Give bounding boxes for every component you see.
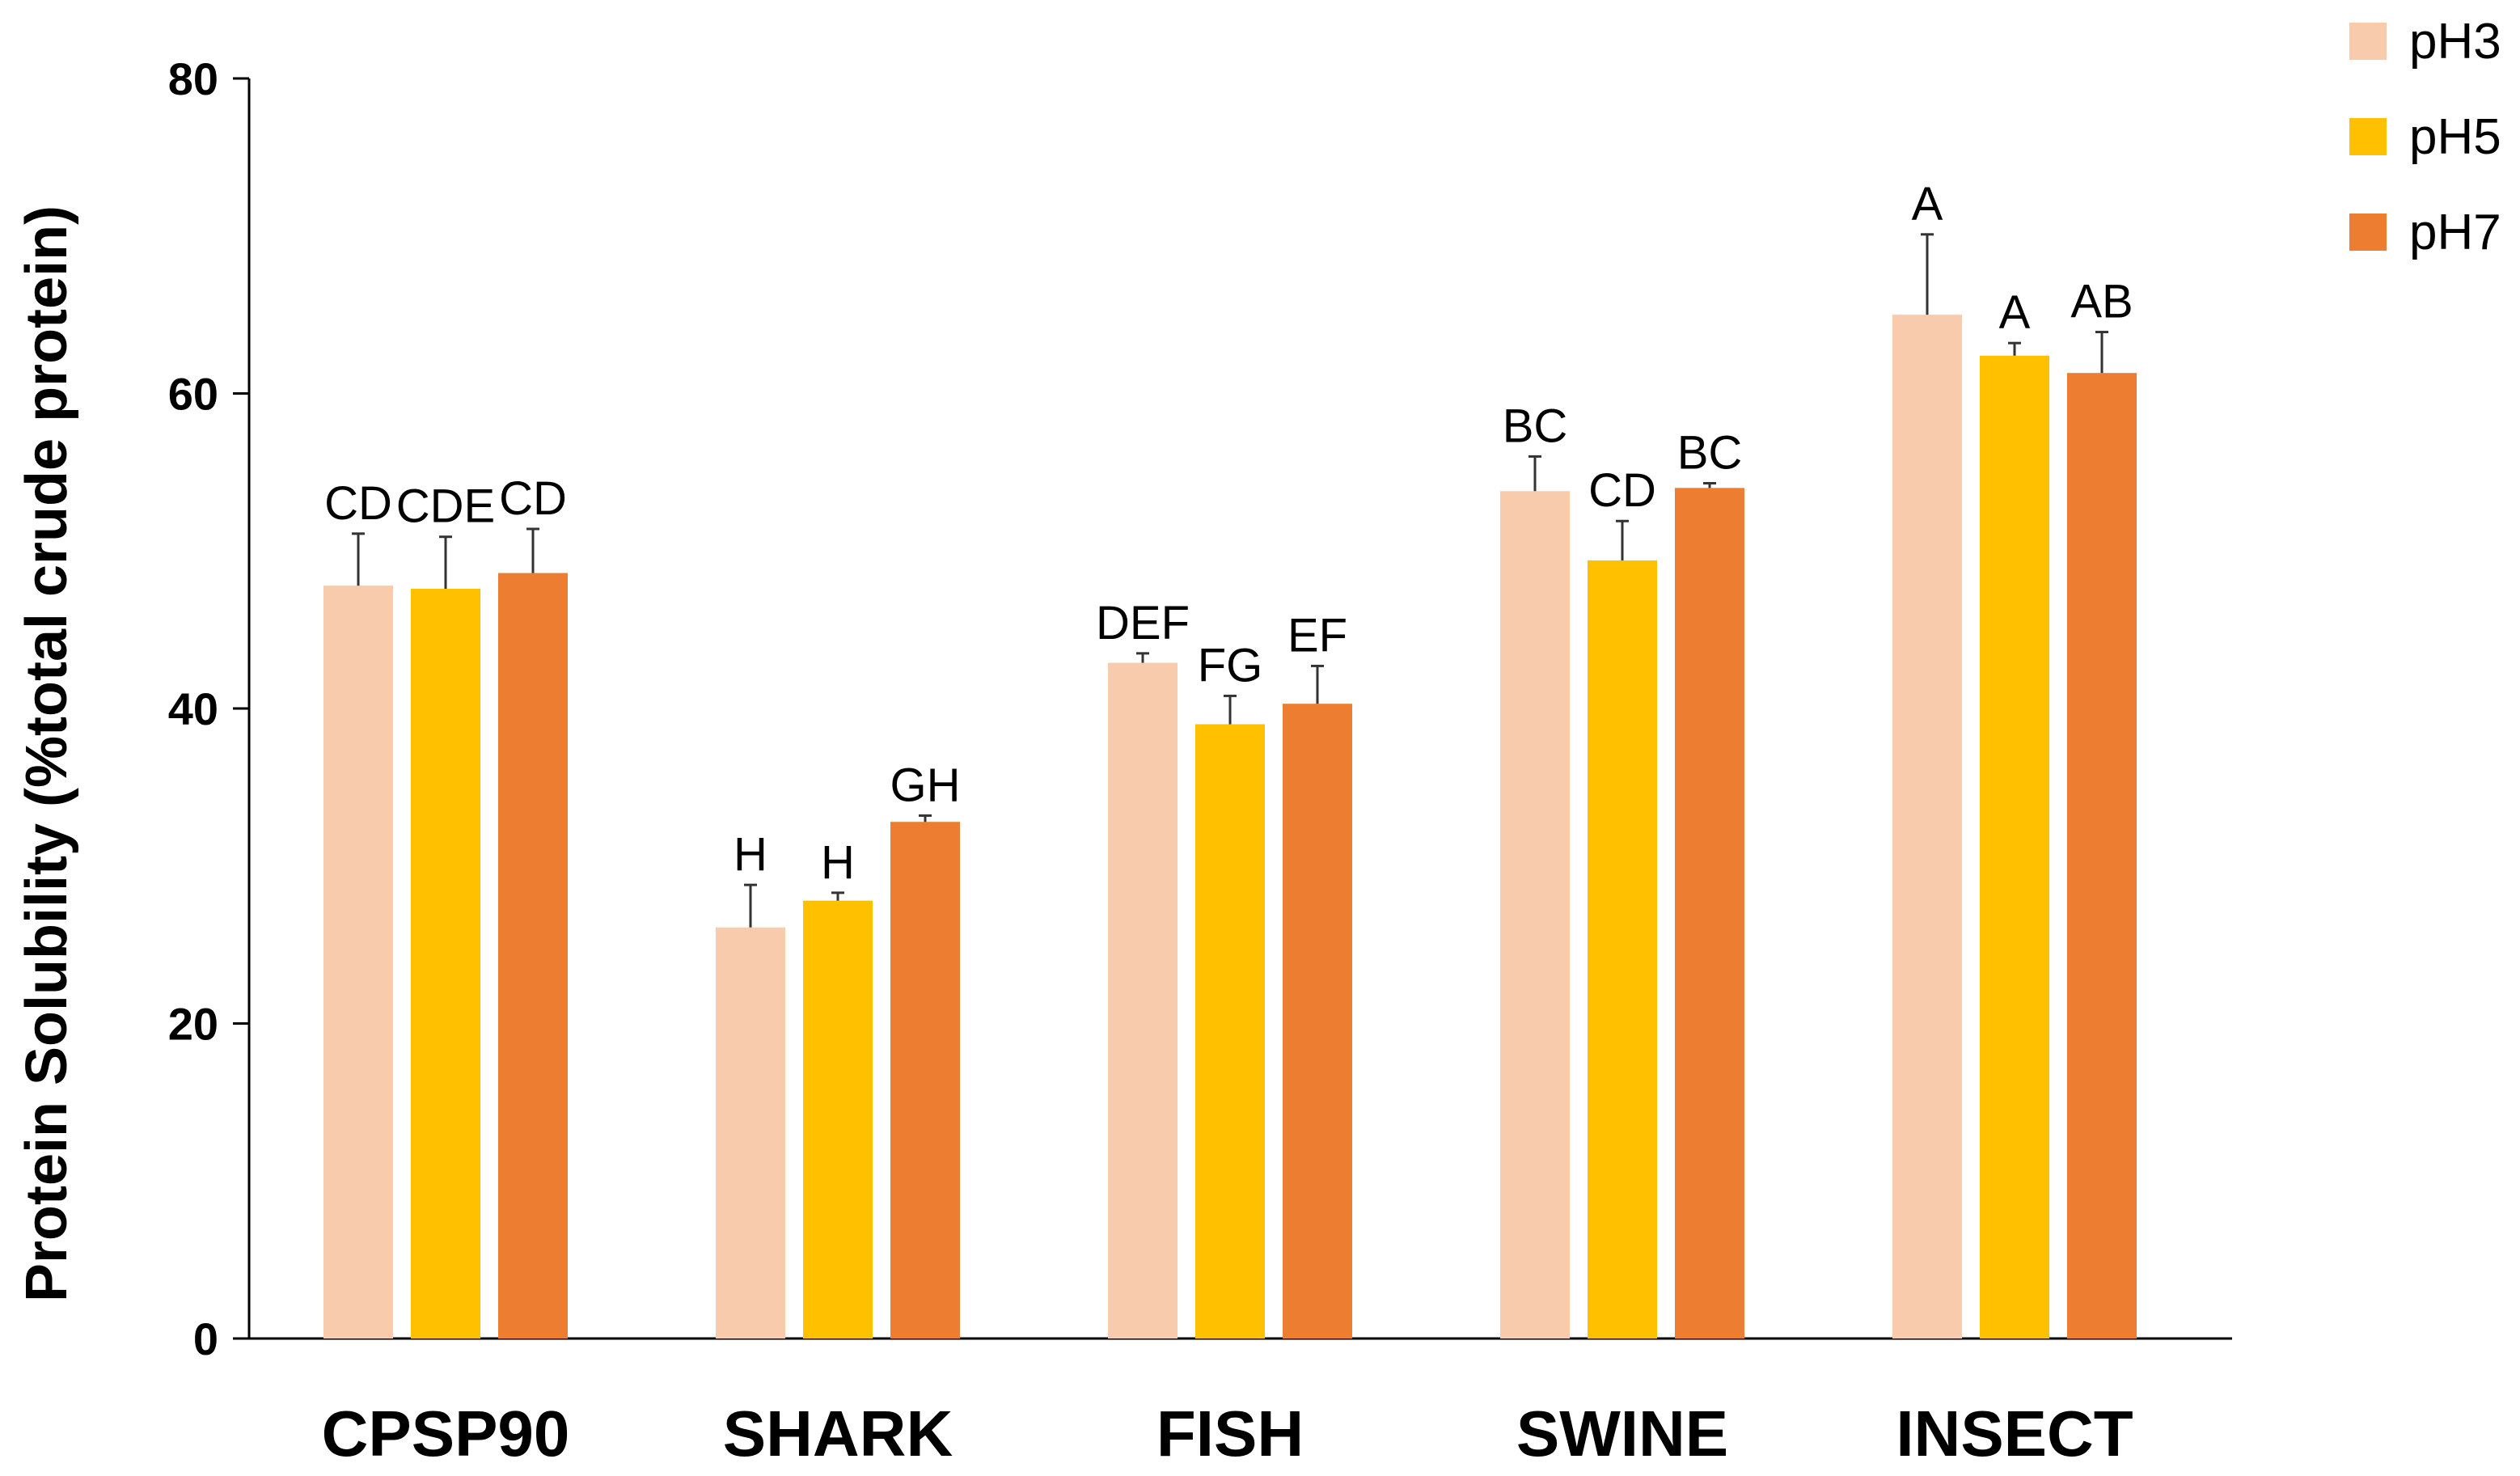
bar-ph3-cpsp90 xyxy=(323,586,393,1339)
legend-label-ph3: pH3 xyxy=(2409,14,2501,70)
significance-label: GH xyxy=(890,759,961,811)
bar-ph7-swine xyxy=(1675,488,1744,1339)
legend-swatch-ph3 xyxy=(2349,23,2387,60)
bar-ph5-shark xyxy=(803,900,873,1339)
bar-ph3-swine xyxy=(1500,491,1570,1339)
bar-ph7-cpsp90 xyxy=(498,573,568,1339)
x-category-label: SWINE xyxy=(1516,1398,1728,1470)
significance-label: AB xyxy=(2070,276,2133,328)
significance-label: FG xyxy=(1198,639,1263,691)
x-category-label: CPSP90 xyxy=(322,1398,570,1470)
significance-label: A xyxy=(1999,286,2031,339)
bar-ph7-fish xyxy=(1283,704,1352,1339)
bar-ph7-shark xyxy=(890,822,960,1339)
y-tick-label: 60 xyxy=(168,369,218,420)
legend-label-ph5: pH5 xyxy=(2409,109,2501,165)
bar-ph7-insect xyxy=(2067,373,2137,1339)
bar-ph5-cpsp90 xyxy=(411,588,480,1339)
y-tick-label: 20 xyxy=(168,999,218,1050)
x-category-label: SHARK xyxy=(723,1398,953,1470)
legend-swatch-ph7 xyxy=(2349,214,2387,251)
y-tick-label: 80 xyxy=(168,53,218,104)
significance-label: CDE xyxy=(396,480,495,533)
significance-label: CD xyxy=(499,472,567,525)
bar-ph5-fish xyxy=(1195,724,1265,1339)
significance-label: H xyxy=(821,836,855,889)
y-axis-title: Protein Solubility (%total crude protein… xyxy=(15,205,79,1302)
significance-label: CD xyxy=(324,477,392,530)
significance-label: H xyxy=(734,828,767,881)
bar-ph5-insect xyxy=(1980,355,2049,1339)
bar-ph3-insect xyxy=(1892,315,1962,1339)
y-tick-label: 0 xyxy=(193,1313,218,1364)
legend-swatch-ph5 xyxy=(2349,118,2387,155)
x-category-label: INSECT xyxy=(1896,1398,2133,1470)
bar-ph5-swine xyxy=(1588,560,1657,1339)
significance-label: CD xyxy=(1588,464,1656,517)
legend-label-ph7: pH7 xyxy=(2409,205,2501,260)
bar-ph3-shark xyxy=(716,927,785,1339)
significance-label: BC xyxy=(1503,400,1568,452)
significance-label: BC xyxy=(1677,427,1743,480)
legend: pH3 pH5 pH7 xyxy=(2349,14,2501,260)
y-tick-label: 40 xyxy=(168,683,218,734)
significance-label: DEF xyxy=(1096,597,1190,649)
significance-label: A xyxy=(1912,178,1943,230)
significance-label: EF xyxy=(1287,609,1347,662)
bar-ph3-fish xyxy=(1108,662,1178,1339)
x-category-label: FISH xyxy=(1156,1398,1304,1470)
